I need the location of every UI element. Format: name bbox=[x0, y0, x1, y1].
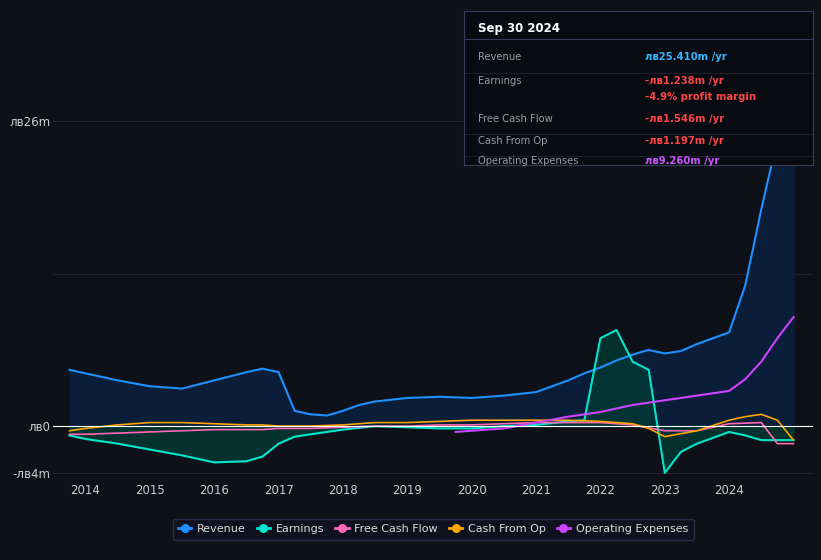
Text: Earnings: Earnings bbox=[478, 76, 521, 86]
Text: лв2​5.410m /yr: лв2​5.410m /yr bbox=[645, 53, 727, 62]
Legend: Revenue, Earnings, Free Cash Flow, Cash From Op, Operating Expenses: Revenue, Earnings, Free Cash Flow, Cash … bbox=[172, 519, 694, 540]
Text: Sep 30 2024: Sep 30 2024 bbox=[478, 22, 560, 35]
Text: Operating Expenses: Operating Expenses bbox=[478, 156, 578, 166]
Text: Revenue: Revenue bbox=[478, 53, 521, 62]
Text: -4.9% profit margin: -4.9% profit margin bbox=[645, 92, 756, 102]
Text: Cash From Op: Cash From Op bbox=[478, 136, 548, 146]
Text: -лв1.238m /yr: -лв1.238m /yr bbox=[645, 76, 724, 86]
Text: Free Cash Flow: Free Cash Flow bbox=[478, 114, 553, 124]
Text: -лв1.197m /yr: -лв1.197m /yr bbox=[645, 136, 724, 146]
Text: -лв1.546m /yr: -лв1.546m /yr bbox=[645, 114, 724, 124]
Text: лв9.260m /yr: лв9.260m /yr bbox=[645, 156, 720, 166]
